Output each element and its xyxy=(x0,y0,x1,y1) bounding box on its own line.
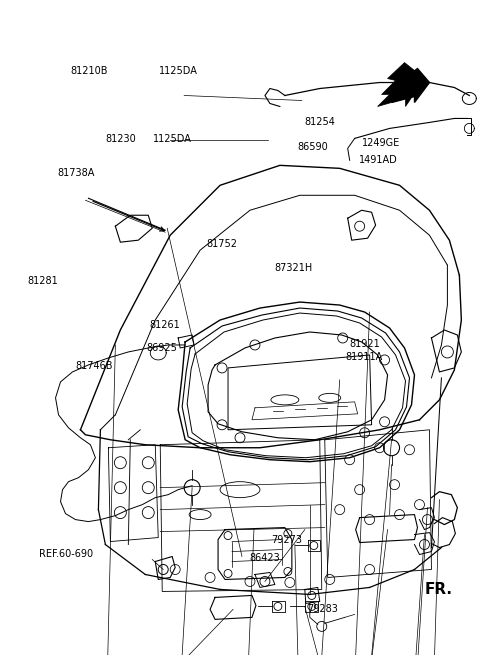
Text: 86925: 86925 xyxy=(147,342,178,353)
Text: 81746B: 81746B xyxy=(75,361,112,371)
Text: 1491AD: 1491AD xyxy=(359,155,397,165)
Text: 86590: 86590 xyxy=(298,142,328,152)
Text: 81911A: 81911A xyxy=(345,352,383,363)
Text: 81752: 81752 xyxy=(206,239,238,249)
Text: 81210B: 81210B xyxy=(70,66,108,75)
Text: 1125DA: 1125DA xyxy=(158,66,197,75)
Text: 79273: 79273 xyxy=(271,535,302,545)
Text: 87321H: 87321H xyxy=(275,263,312,273)
Text: 79283: 79283 xyxy=(307,604,338,615)
Polygon shape xyxy=(228,355,372,430)
Text: 81254: 81254 xyxy=(305,117,336,127)
Text: REF.60-690: REF.60-690 xyxy=(39,549,93,559)
Text: 81230: 81230 xyxy=(105,134,136,144)
Text: FR.: FR. xyxy=(424,583,452,598)
Text: 86423: 86423 xyxy=(250,554,280,564)
Text: 1249GE: 1249GE xyxy=(362,138,400,148)
Polygon shape xyxy=(392,68,430,102)
Text: 81261: 81261 xyxy=(149,320,180,331)
Text: 81921: 81921 xyxy=(349,338,380,349)
Polygon shape xyxy=(378,62,424,106)
Text: 1125DA: 1125DA xyxy=(153,134,192,144)
Text: 81281: 81281 xyxy=(27,276,58,286)
Text: 81738A: 81738A xyxy=(57,168,95,178)
